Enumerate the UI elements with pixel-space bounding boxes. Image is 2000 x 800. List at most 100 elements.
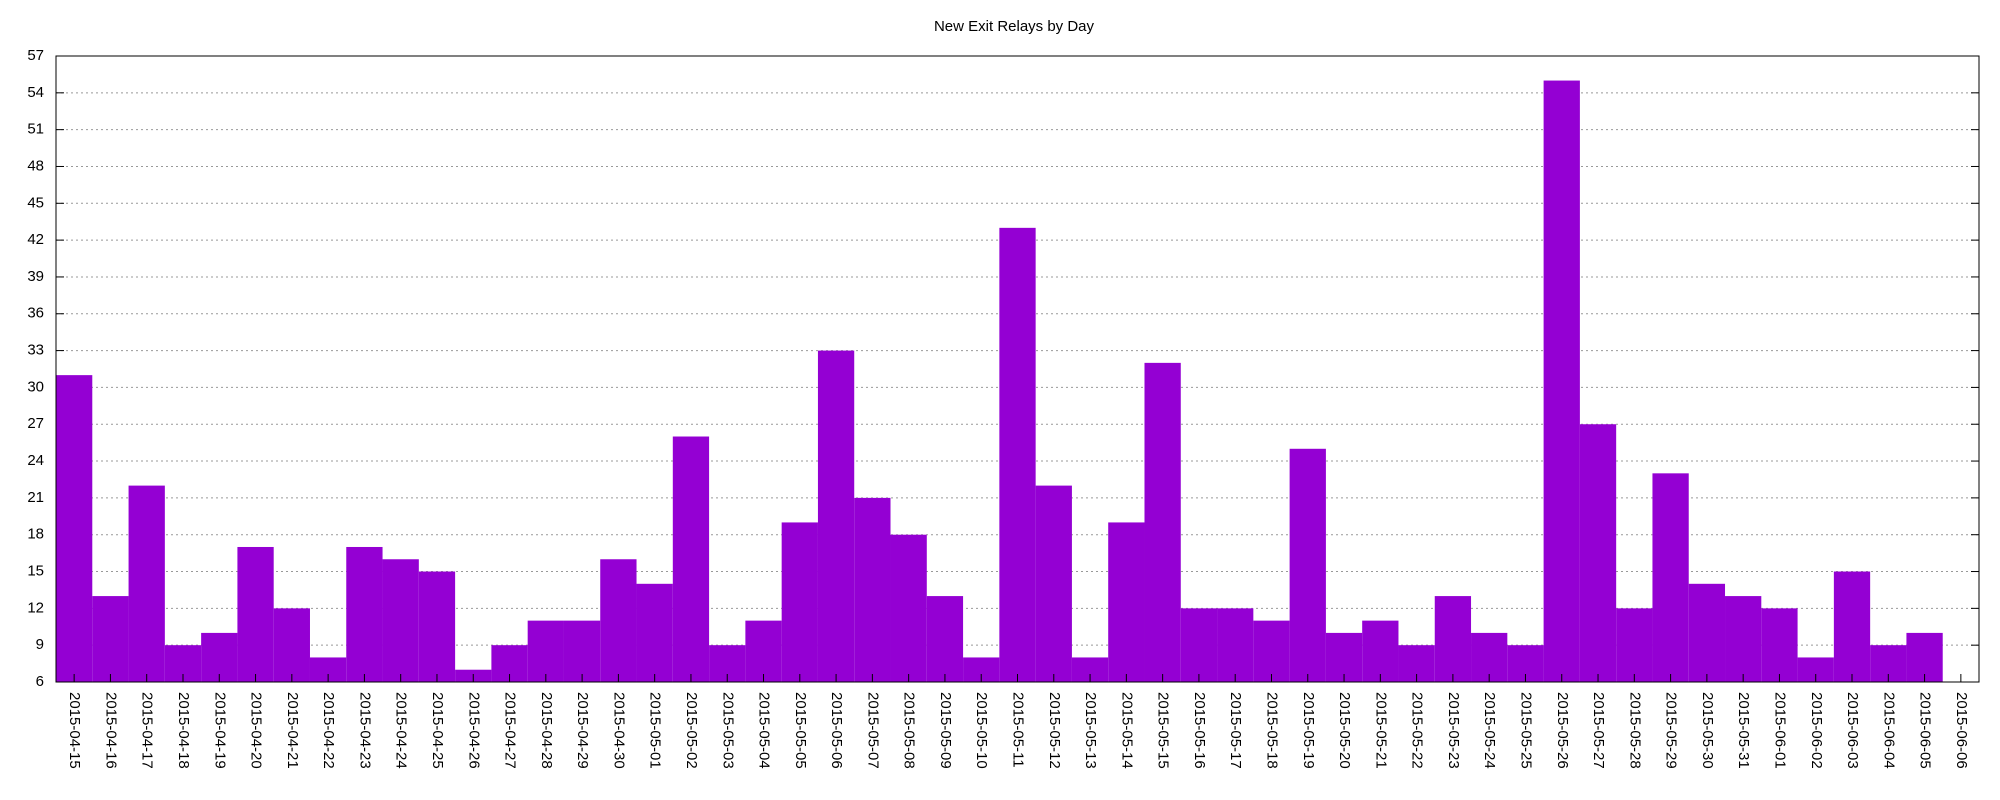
x-tick-label: 2015-04-24 [393,692,410,769]
y-tick-label: 51 [27,121,44,138]
x-tick-label: 2015-05-11 [1010,692,1027,768]
bar [1906,632,1943,682]
bar [527,620,564,682]
x-tick-label: 2015-04-15 [66,692,83,769]
bar [1833,571,1871,682]
x-tick-label: 2015-05-28 [1626,692,1643,769]
bar [926,596,964,682]
bar [1652,473,1689,682]
x-tick-label: 2015-05-24 [1481,692,1498,769]
x-tick-label: 2015-05-18 [1264,692,1281,769]
x-tick-label: 2015-04-28 [538,692,555,769]
bar [563,620,601,682]
x-tick-label: 2015-05-05 [792,692,809,769]
x-tick-label: 2015-04-21 [284,692,301,769]
y-tick-label: 18 [27,526,44,543]
x-tick-label: 2015-05-07 [864,692,881,769]
x-tick-label: 2015-04-18 [175,692,192,769]
x-tick-label: 2015-05-14 [1118,692,1135,769]
y-tick-label: 33 [27,342,44,359]
y-tick-label: 24 [27,452,44,469]
x-tick-label: 2015-05-09 [937,692,954,769]
bar [1253,620,1290,682]
x-tick-label: 2015-05-01 [647,692,664,769]
y-tick-label: 42 [27,231,44,248]
x-tick-label: 2015-06-01 [1771,692,1788,769]
bar [1761,608,1798,682]
bar [1688,583,1726,682]
x-tick-label: 2015-04-20 [248,692,265,769]
bar [1616,608,1653,682]
y-tick-label: 27 [27,415,44,432]
y-tick-label: 57 [27,47,44,64]
x-tick-label: 2015-05-17 [1227,692,1244,769]
x-tick-label: 2015-05-25 [1517,692,1534,769]
x-tick-label: 2015-05-10 [973,692,990,769]
x-tick-label: 2015-04-16 [102,692,119,769]
x-tick-label: 2015-04-27 [502,692,519,769]
x-tick-label: 2015-06-06 [1953,692,1970,769]
x-tick-label: 2015-04-29 [574,692,591,769]
x-tick-label: 2015-05-26 [1554,692,1571,769]
bar [817,350,855,682]
y-tick-label: 48 [27,157,44,174]
x-tick-label: 2015-04-25 [429,692,446,769]
x-tick-label: 2015-05-20 [1336,692,1353,769]
bar [1108,522,1145,682]
bar [1471,632,1508,682]
x-tick-label: 2015-05-23 [1445,692,1462,769]
bar [1543,80,1580,683]
y-tick-label: 45 [27,194,44,211]
x-tick-label: 2015-06-02 [1808,692,1825,769]
x-tick-label: 2015-05-27 [1590,692,1607,769]
x-tick-label: 2015-05-16 [1191,692,1208,769]
y-tick-label: 9 [36,636,44,653]
bar [1362,620,1399,682]
x-tick-label: 2015-05-03 [719,692,736,769]
bar [890,534,927,682]
x-tick-label: 2015-06-05 [1917,692,1934,769]
bar [636,583,673,682]
x-tick-label: 2015-04-22 [320,692,337,769]
bar [781,522,818,682]
bar [1434,596,1472,682]
bar [418,571,456,682]
x-tick-label: 2015-05-29 [1663,692,1680,769]
bar [999,227,1036,682]
x-tick-label: 2015-05-08 [901,692,918,769]
x-tick-label: 2015-04-23 [356,692,373,769]
x-tick-label: 2015-05-15 [1155,692,1172,769]
x-tick-label: 2015-04-19 [211,692,228,769]
x-tick-label: 2015-04-17 [139,692,156,769]
y-tick-label: 36 [27,305,44,322]
x-tick-label: 2015-05-19 [1300,692,1317,769]
bar [346,546,383,682]
bar [1289,448,1326,682]
bar [672,436,710,682]
chart-title: New Exit Relays by Day [934,18,1095,35]
y-tick-label: 15 [27,562,44,579]
x-tick-label: 2015-05-21 [1372,692,1389,769]
x-tick-label: 2015-05-04 [756,692,773,769]
bar [1579,424,1617,682]
y-tick-label: 21 [27,489,44,506]
bar [1325,632,1363,682]
x-tick-label: 2015-05-13 [1082,692,1099,769]
x-tick-label: 2015-05-06 [828,692,845,769]
bar [1217,608,1254,682]
plot-frame [55,55,1980,683]
y-tick-label: 39 [27,268,44,285]
bar [382,559,419,682]
bar [1180,608,1218,682]
bar [600,559,637,682]
bar [56,375,93,682]
x-tick-label: 2015-06-04 [1880,692,1897,769]
x-tick-label: 2015-05-02 [683,692,700,769]
bar [1725,596,1762,682]
x-tick-label: 2015-05-12 [1046,692,1063,769]
y-tick-label: 12 [27,599,44,616]
x-tick-label: 2015-05-22 [1409,692,1426,769]
x-tick-label: 2015-04-30 [610,692,627,769]
